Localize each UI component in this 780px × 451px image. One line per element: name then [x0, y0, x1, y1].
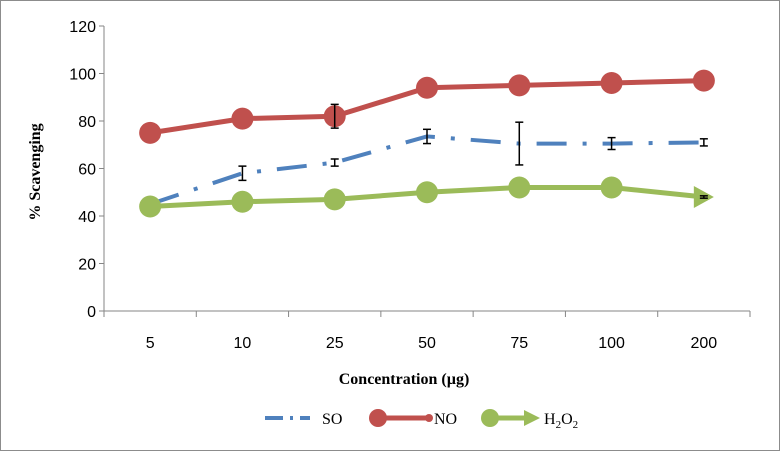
- x-tick-label: 100: [598, 335, 625, 352]
- data-point: [231, 190, 254, 213]
- x-tick-label: 200: [691, 335, 718, 352]
- y-tick-label: 60: [78, 162, 96, 179]
- data-point: [508, 176, 531, 199]
- legend: SO NO H2O2: [265, 409, 578, 431]
- legend-marker-no: [369, 409, 387, 427]
- data-point: [323, 188, 346, 211]
- y-tick-label: 100: [69, 67, 96, 84]
- y-tick-label: 40: [78, 209, 96, 226]
- data-point: [600, 72, 623, 94]
- series: [139, 69, 715, 218]
- y-axis-title: % Scavenging: [27, 123, 44, 220]
- legend-item-no: NO: [369, 409, 457, 428]
- x-axis-title: Concentration (µg): [339, 371, 470, 388]
- legend-label-so: SO: [322, 411, 342, 428]
- data-point: [508, 74, 531, 97]
- y-tick-label: 80: [78, 114, 96, 131]
- legend-item-h2o2: H2O2: [481, 409, 578, 431]
- x-tick-label: 75: [510, 335, 528, 352]
- legend-label-h2o2: H2O2: [544, 411, 578, 431]
- x-tick-label: 25: [326, 335, 344, 352]
- y-tick-label: 20: [78, 257, 96, 274]
- data-point: [139, 195, 162, 218]
- legend-marker-h2o2: [481, 409, 499, 427]
- y-tick-label: 0: [87, 304, 96, 321]
- series-no: [139, 69, 715, 144]
- legend-label-no: NO: [434, 411, 457, 428]
- data-point: [231, 107, 254, 130]
- data-point: [416, 181, 438, 204]
- axes: [99, 25, 751, 317]
- y-tick-label: 120: [69, 19, 96, 36]
- data-point: [139, 121, 162, 144]
- y-tick-labels: 0 20 40 60 80 100 120: [69, 19, 96, 321]
- data-point: [692, 69, 715, 92]
- series-h2o2: [139, 176, 714, 218]
- data-point: [600, 176, 623, 199]
- legend-arrow-h2o2: [524, 410, 540, 426]
- legend-marker-no-end: [425, 414, 433, 422]
- x-tick-labels: 5 10 25 50 75 100 200: [146, 335, 718, 352]
- series-so: [149, 121, 708, 207]
- data-point: [416, 76, 438, 99]
- legend-item-so: SO: [265, 411, 342, 428]
- x-tick-label: 10: [234, 335, 252, 352]
- x-tick-label: 50: [418, 335, 436, 352]
- x-tick-label: 5: [146, 335, 155, 352]
